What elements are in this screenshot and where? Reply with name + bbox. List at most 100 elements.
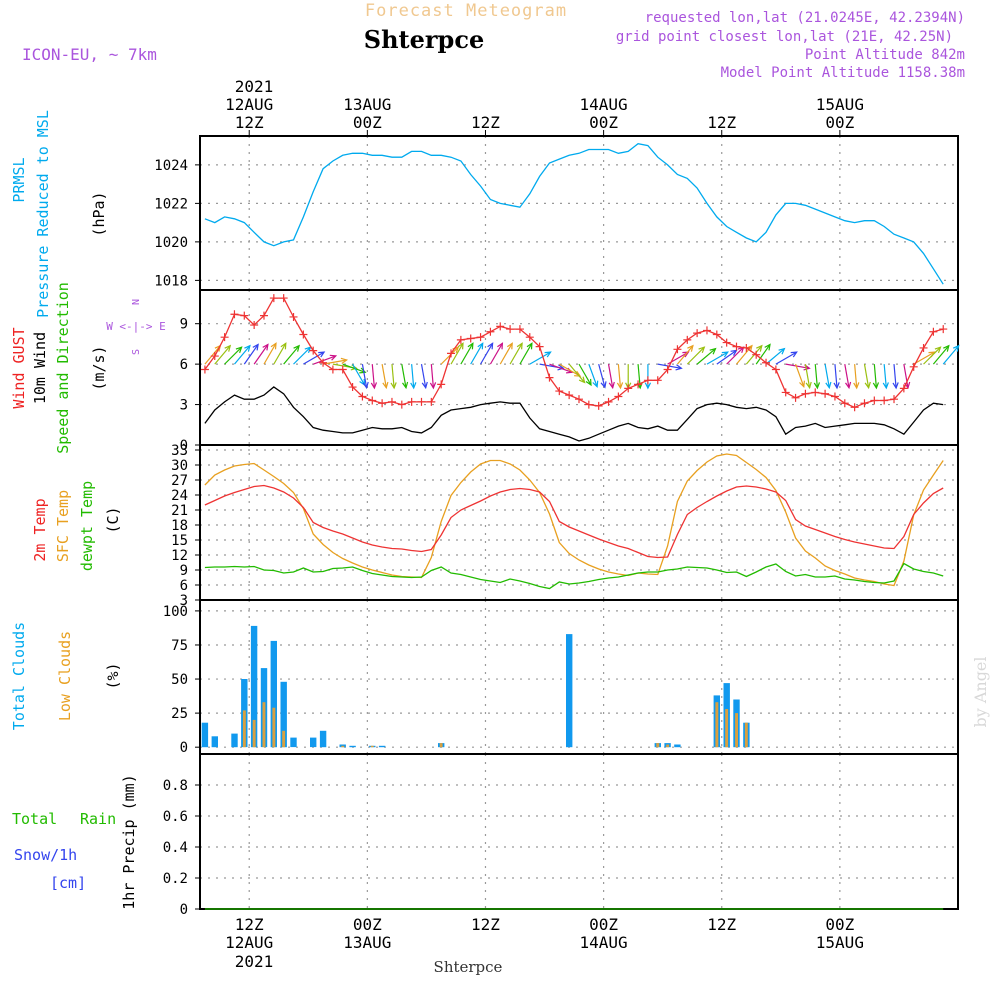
wind-direction-arrow [342,363,366,373]
wind-direction-arrow [696,348,716,365]
total-cloud-bar [290,737,297,748]
wind-direction-arrow [804,364,811,388]
wind-gust-marker [663,365,672,374]
ms-unit-label: (m/s) [90,345,108,390]
total-label: Total [12,810,57,828]
wind-arrow-head [698,346,706,354]
station-title: Shterpce [364,25,484,54]
wind-gust-marker [821,389,830,398]
wind-arrow-head [421,381,428,390]
wind-gust-marker [899,384,908,393]
wind-gust-marker [525,333,534,342]
bottom-year-label: 2021 [235,952,274,971]
low-cloud-bar [242,710,246,748]
bottom-hour-label: 00Z [353,915,382,934]
wind-gust-marker [437,380,446,389]
wind-arrow-head [429,382,437,390]
temp-2m-label: 2m Temp [31,498,49,561]
wind-gust-marker [515,325,524,334]
wind-direction-arrow [765,348,785,365]
y-tick-label: 3 [180,593,188,609]
wind-direction-arrow [480,342,494,365]
wind-arrow-head [506,342,513,350]
wind-gust-marker [259,311,268,320]
clouds-axis-labels: Total Clouds Low Clouds (%) [10,622,122,730]
wind-arrow-head [293,344,300,352]
dewpoint-line [204,562,944,590]
wind-gust-marker [486,327,495,336]
requested-coords: requested lon,lat (21.0245E, 42.2394N) [645,10,965,26]
wind-arrow-head [675,364,683,371]
wind-gust-line [204,297,944,409]
total-cloud-bar [250,625,258,748]
wind-gust-marker [555,387,564,396]
bottom-hour-label: 00Z [825,915,854,934]
temperature-axis-labels: 2m Temp SFC Temp dewpt Temp (C) [31,481,122,571]
panel-frame [199,289,959,446]
wind-arrow-head [608,381,615,390]
wind-direction-arrow [834,364,838,389]
wind-gust-marker [378,399,387,408]
low-cloud-bar [715,702,719,748]
wind-arrow-head [467,342,474,350]
wind-arrow-head [833,382,840,390]
wind-gust-marker [801,389,810,398]
wind-arrow-head [578,376,586,384]
wind-gust-marker [447,349,456,358]
wind-direction-arrow [303,351,325,365]
wind-direction-arrow [204,345,221,365]
wind-direction-arrow [559,363,581,377]
y-tick-label: 1022 [154,196,188,212]
wind-gust-marker [919,343,928,352]
wind-direction-arrow [283,345,300,365]
bottom-hour-label: 12Z [235,915,264,934]
total-cloud-bar [211,736,218,748]
wind-direction-arrow [932,345,950,365]
y-tick-label: 100 [163,604,188,620]
low-clouds-label: Low Clouds [56,631,74,721]
wind-gust-marker [614,392,623,401]
y-tick-label: 1018 [154,273,188,289]
wind-direction-arrow [568,363,586,383]
wind-gust-marker [368,396,377,405]
y-tick-label: 0.6 [163,809,188,825]
low-cloud-bar [262,702,266,748]
wind-arrow-head [477,342,484,350]
wind-gust-marker [496,322,505,331]
wind-direction-arrow [519,343,533,365]
top-hour-label: 12Z [235,113,264,132]
wind-gust-marker [358,392,367,401]
low-cloud-bar [666,744,670,748]
total-cloud-bar [310,737,317,748]
wind-arrow-head [402,381,409,390]
wind-arrow-head [585,378,592,387]
bottom-date-label: 13AUG [343,933,391,952]
wind-arrow-head [764,343,771,351]
panel-frame [199,753,959,910]
wind-gust-marker [545,373,554,382]
wind-gust-marker [712,330,721,339]
wind-arrow-head [721,351,730,358]
wind-arrow-head [709,347,717,355]
wind-gust-marker [230,310,239,319]
wind-gust-marker [299,330,308,339]
top-hour-label: 12Z [471,113,500,132]
wind-gust-marker [762,358,771,367]
wind-gust-marker [791,393,800,402]
wind-arrow-head [362,381,369,390]
wind-arrow-head [557,364,565,371]
y-tick-label: 6 [180,357,188,373]
wind-direction-arrow [401,364,407,388]
wind-gust-marker [811,388,820,397]
wind-arrow-head [892,382,899,390]
wind-direction-arrow [844,364,850,388]
wind-gust-marker [240,311,249,320]
wind-gust-marker [565,391,574,400]
wind-arrow-head [616,382,624,390]
wind-gust-marker [220,333,229,342]
wind-arrow-head [864,381,871,390]
y-tick-label: 9 [180,563,188,579]
wind-speed-line [204,386,944,442]
wind-gust-marker [348,383,357,392]
wind-gust-marker [594,401,603,410]
